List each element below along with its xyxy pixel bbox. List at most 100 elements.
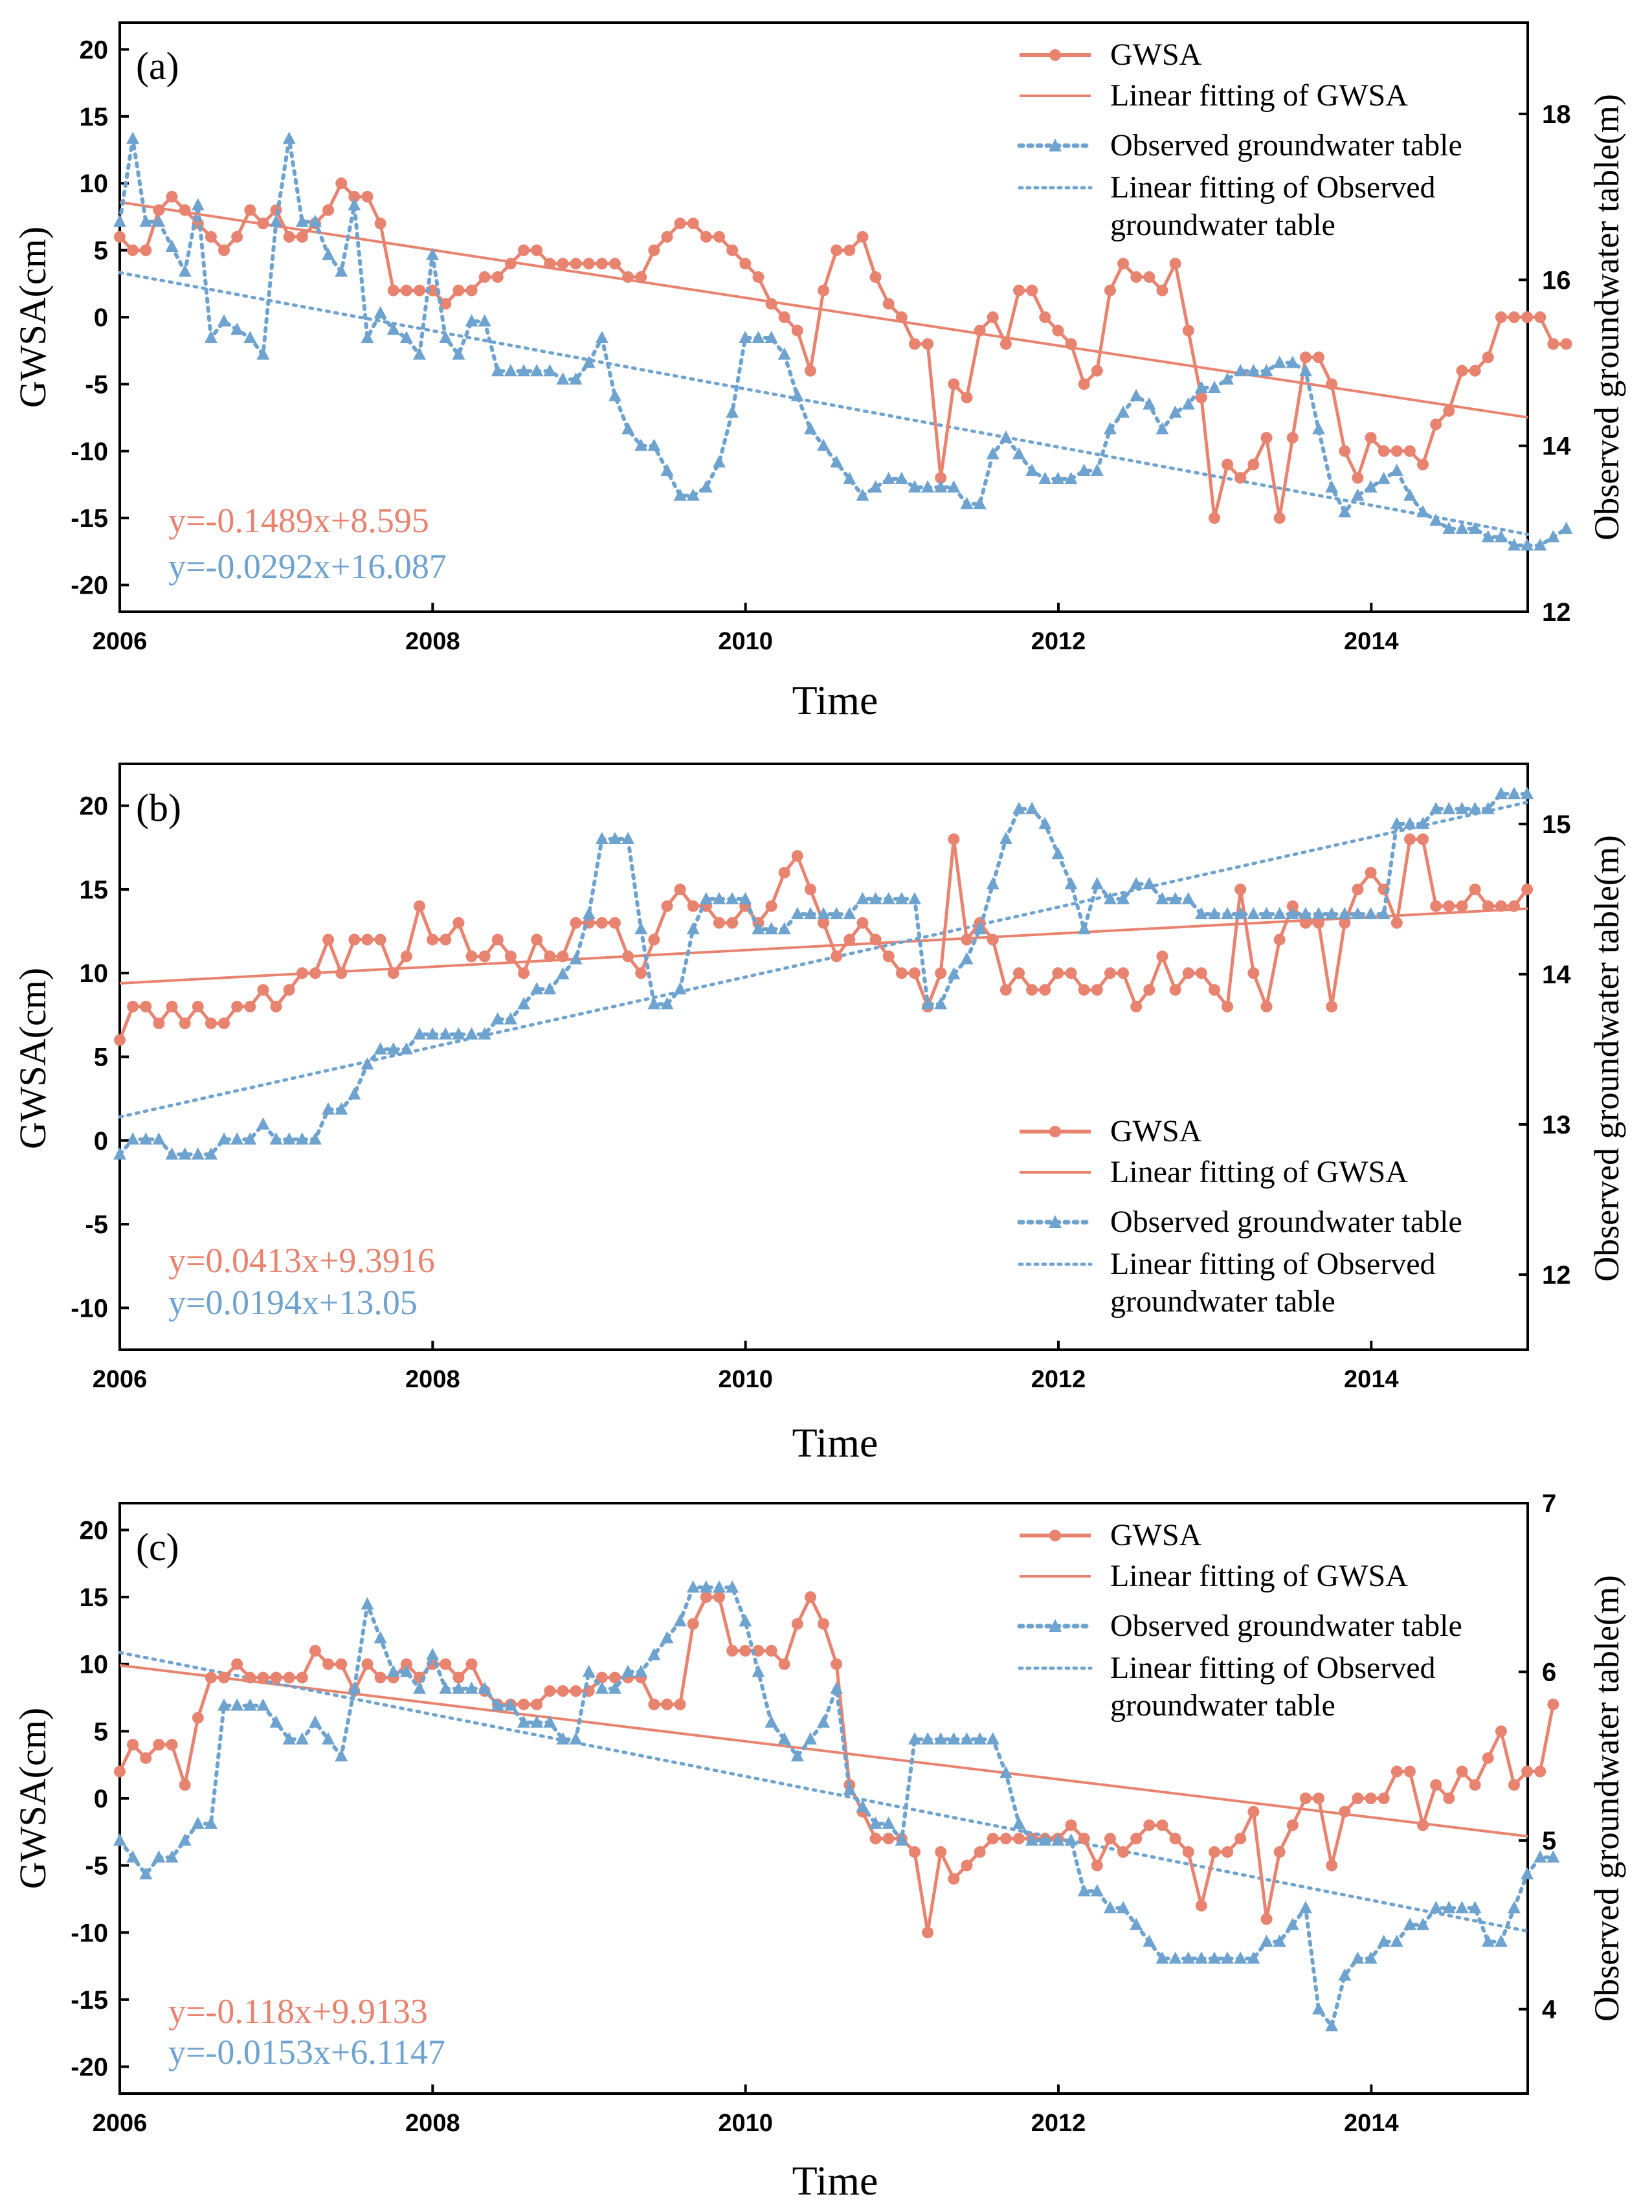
observed-point: [439, 1027, 452, 1040]
gwsa-point: [1208, 512, 1220, 524]
gwsa-point: [1443, 900, 1455, 912]
x-axis-ticks: 2006 2008 2010 2012 2014: [93, 2084, 1399, 2137]
gwsa-point: [452, 917, 465, 929]
gwsa-point: [687, 900, 699, 912]
gwsa-point: [205, 1671, 217, 1684]
gwsa-point: [726, 244, 739, 256]
observed-point: [1494, 530, 1508, 542]
gwsa-point: [192, 1000, 204, 1012]
observed-point: [1064, 877, 1078, 889]
observed-point: [1312, 2002, 1326, 2015]
gwsa-point: [1222, 1846, 1234, 1858]
gwsa-point: [1430, 418, 1442, 430]
observed-point: [686, 488, 700, 501]
observed-point: [1143, 1934, 1156, 1947]
observed-point: [1168, 891, 1182, 904]
observed-point: [439, 331, 452, 344]
gwsa-point: [153, 1739, 165, 1751]
observed-point: [361, 331, 374, 344]
observed-point: [1325, 2018, 1339, 2031]
gwsa-point: [1378, 1793, 1390, 1804]
observed-point: [126, 1132, 140, 1145]
gwsa-point: [935, 967, 947, 979]
observed-point: [1260, 907, 1273, 920]
observed-point: [882, 471, 895, 484]
observed-point: [1429, 801, 1443, 814]
x-tick-label: 2006: [93, 1366, 148, 1393]
gwsa-point: [922, 1927, 934, 1939]
gwsa-point: [1078, 1833, 1090, 1845]
gwsa-point: [296, 1671, 308, 1684]
gwsa-point: [1195, 392, 1207, 404]
gwsa-point: [869, 271, 882, 283]
gwsa-point: [1443, 1793, 1455, 1804]
observed-point: [478, 314, 491, 327]
y2-tick-label: 14: [1542, 432, 1571, 461]
gwsa-point: [1443, 405, 1455, 417]
observed-point: [999, 832, 1012, 845]
y-tick-label: 5: [94, 1717, 108, 1746]
gwsa-point: [1390, 1765, 1403, 1778]
gwsa-point: [961, 933, 973, 946]
gwsa-point: [570, 1685, 582, 1697]
observed-point: [530, 364, 544, 377]
x-tick-label: 2008: [405, 2110, 460, 2137]
gwsa-point: [1326, 378, 1338, 390]
observed-point: [777, 1732, 791, 1745]
observed-point: [1468, 521, 1482, 534]
observed-point: [322, 247, 335, 260]
gwsa-point: [1390, 445, 1403, 457]
gwsa-point: [895, 311, 908, 323]
gwsa-point: [622, 950, 634, 963]
observed-point: [999, 1765, 1012, 1778]
gwsa-point: [1456, 900, 1468, 912]
y-tick-label: -5: [85, 1852, 108, 1881]
gwsa-line: [118, 180, 1567, 519]
gwsa-point: [1417, 458, 1429, 471]
gwsa-point: [987, 311, 999, 323]
gwsa-point: [895, 967, 908, 979]
observed-point: [608, 388, 621, 401]
gwsa-point: [831, 950, 843, 963]
gwsa-point: [231, 1000, 243, 1012]
gwsa-point: [322, 1658, 335, 1670]
observed-point: [986, 447, 999, 460]
gwsa-point: [1247, 458, 1260, 471]
gwsa-point: [804, 1591, 816, 1603]
gwsa-point: [1469, 1779, 1481, 1791]
observed-point: [569, 952, 583, 965]
gwsa-point: [1273, 933, 1286, 946]
observed-point: [1377, 907, 1390, 920]
observed-point: [1025, 801, 1039, 814]
gwsa-point: [922, 338, 934, 350]
gwsa-point: [608, 258, 621, 270]
legend-obs: Observed groundwater table: [1110, 128, 1462, 162]
observed-point: [608, 1681, 621, 1694]
gwsa-point: [1065, 967, 1077, 979]
observed-point: [608, 832, 621, 845]
observed-point: [999, 430, 1012, 443]
observed-point: [230, 322, 244, 335]
gwsa-point: [661, 900, 673, 912]
observed-point: [947, 480, 961, 493]
legend-obs-fit-2: groundwater table: [1110, 1688, 1335, 1723]
observed-point: [803, 1732, 817, 1745]
gwsa-point: [1299, 917, 1312, 929]
observed-point: [856, 891, 869, 904]
gwsa-point: [843, 244, 856, 256]
gwsa-point: [1482, 352, 1494, 364]
observed-point: [1155, 891, 1169, 904]
gwsa-point: [948, 378, 960, 390]
gwsa-point: [478, 271, 491, 283]
gwsa-point: [1352, 883, 1364, 895]
observed-point: [139, 1867, 153, 1880]
observed-point: [1338, 505, 1352, 518]
gwsa-point: [648, 1698, 660, 1710]
y-axis-label: GWSA(cm): [12, 968, 54, 1149]
observed-point: [934, 480, 948, 493]
observed-point: [647, 997, 661, 1010]
observed-point: [1025, 464, 1039, 476]
gwsa-point: [1456, 364, 1468, 377]
gwsa-point: [1247, 967, 1260, 979]
gwsa-point: [322, 204, 335, 216]
